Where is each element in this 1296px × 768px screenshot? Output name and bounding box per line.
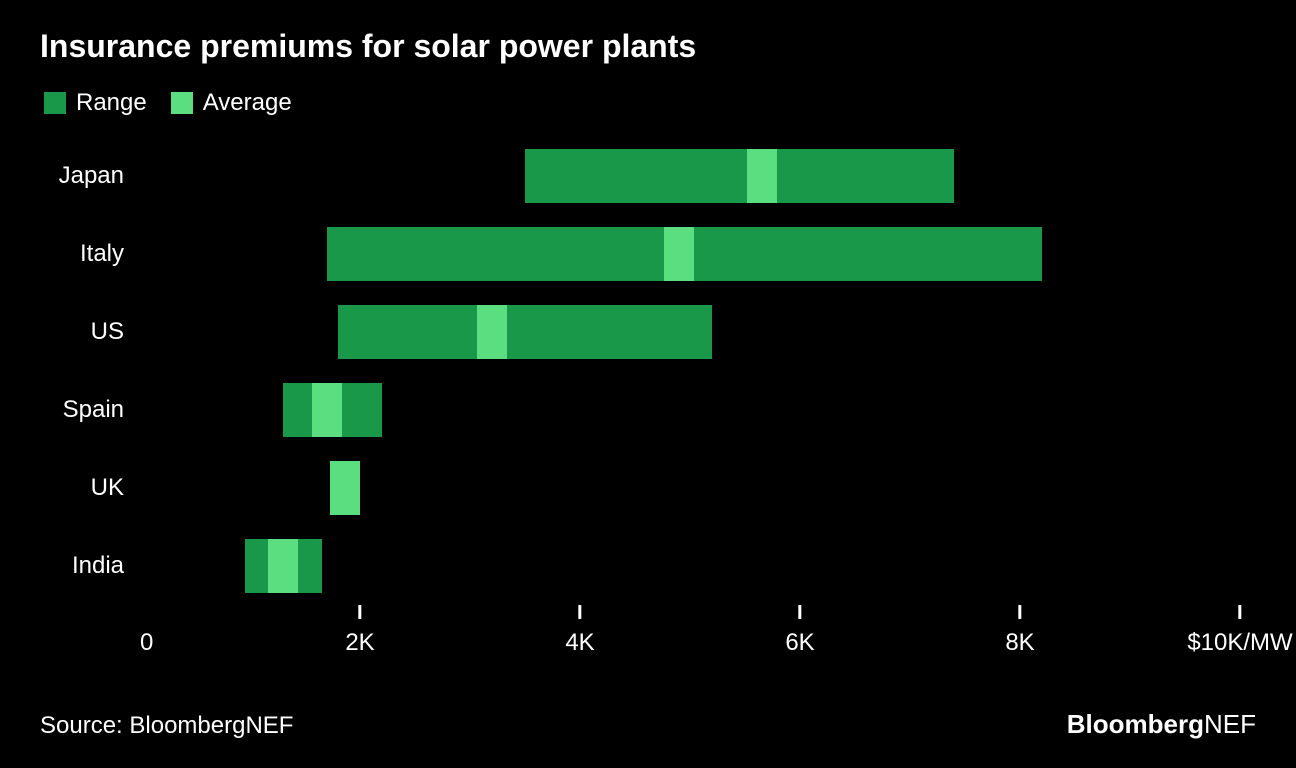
legend-label-average: Average <box>203 89 292 117</box>
chart-row: India <box>40 527 1256 605</box>
legend-swatch-average <box>171 92 193 114</box>
x-tick: 4K <box>565 605 594 657</box>
x-tick: 6K <box>785 605 814 657</box>
x-axis: 02K4K6K8K$10K/MW <box>140 605 1240 665</box>
x-tick: 2K <box>345 605 374 657</box>
y-axis-label: US <box>40 318 140 346</box>
range-bar <box>525 149 954 203</box>
x-tick: $10K/MW <box>1187 605 1292 657</box>
x-tick: 8K <box>1005 605 1034 657</box>
tick-label: 4K <box>565 629 594 657</box>
y-axis-label: Japan <box>40 162 140 190</box>
legend-swatch-range <box>44 92 66 114</box>
legend: Range Average <box>44 89 1256 117</box>
bar-track <box>140 225 1256 283</box>
average-marker <box>330 461 360 515</box>
tick-label: 6K <box>785 629 814 657</box>
bar-track <box>140 303 1256 361</box>
tick-mark <box>1239 605 1242 619</box>
legend-item-average: Average <box>171 89 292 117</box>
average-marker <box>268 539 298 593</box>
chart-title: Insurance premiums for solar power plant… <box>40 28 1256 65</box>
bar-track <box>140 537 1256 595</box>
tick-label: 2K <box>345 629 374 657</box>
bar-track <box>140 147 1256 205</box>
tick-label: 8K <box>1005 629 1034 657</box>
legend-item-range: Range <box>44 89 147 117</box>
chart-row: UK <box>40 449 1256 527</box>
tick-label: 0 <box>140 629 153 657</box>
bar-track <box>140 459 1256 517</box>
source-text: Source: BloombergNEF <box>40 712 293 740</box>
tick-mark <box>578 605 581 619</box>
x-tick: 0 <box>140 605 153 657</box>
tick-label: $10K/MW <box>1187 629 1292 657</box>
y-axis-label: Spain <box>40 396 140 424</box>
y-axis-label: Italy <box>40 240 140 268</box>
y-axis-label: India <box>40 552 140 580</box>
brand-logo: BloombergNEF <box>1067 709 1256 740</box>
average-marker <box>477 305 507 359</box>
bar-track <box>140 381 1256 439</box>
brand-light: NEF <box>1204 709 1256 739</box>
chart-row: US <box>40 293 1256 371</box>
tick-mark <box>358 605 361 619</box>
legend-label-range: Range <box>76 89 147 117</box>
chart-row: Japan <box>40 137 1256 215</box>
range-bar <box>338 305 712 359</box>
average-marker <box>747 149 777 203</box>
tick-mark <box>798 605 801 619</box>
average-marker <box>312 383 342 437</box>
chart-row: Italy <box>40 215 1256 293</box>
chart-row: Spain <box>40 371 1256 449</box>
y-axis-label: UK <box>40 474 140 502</box>
average-marker <box>664 227 694 281</box>
brand-bold: Bloomberg <box>1067 709 1204 739</box>
chart-area: JapanItalyUSSpainUKIndia 02K4K6K8K$10K/M… <box>40 137 1256 615</box>
tick-mark <box>1018 605 1021 619</box>
